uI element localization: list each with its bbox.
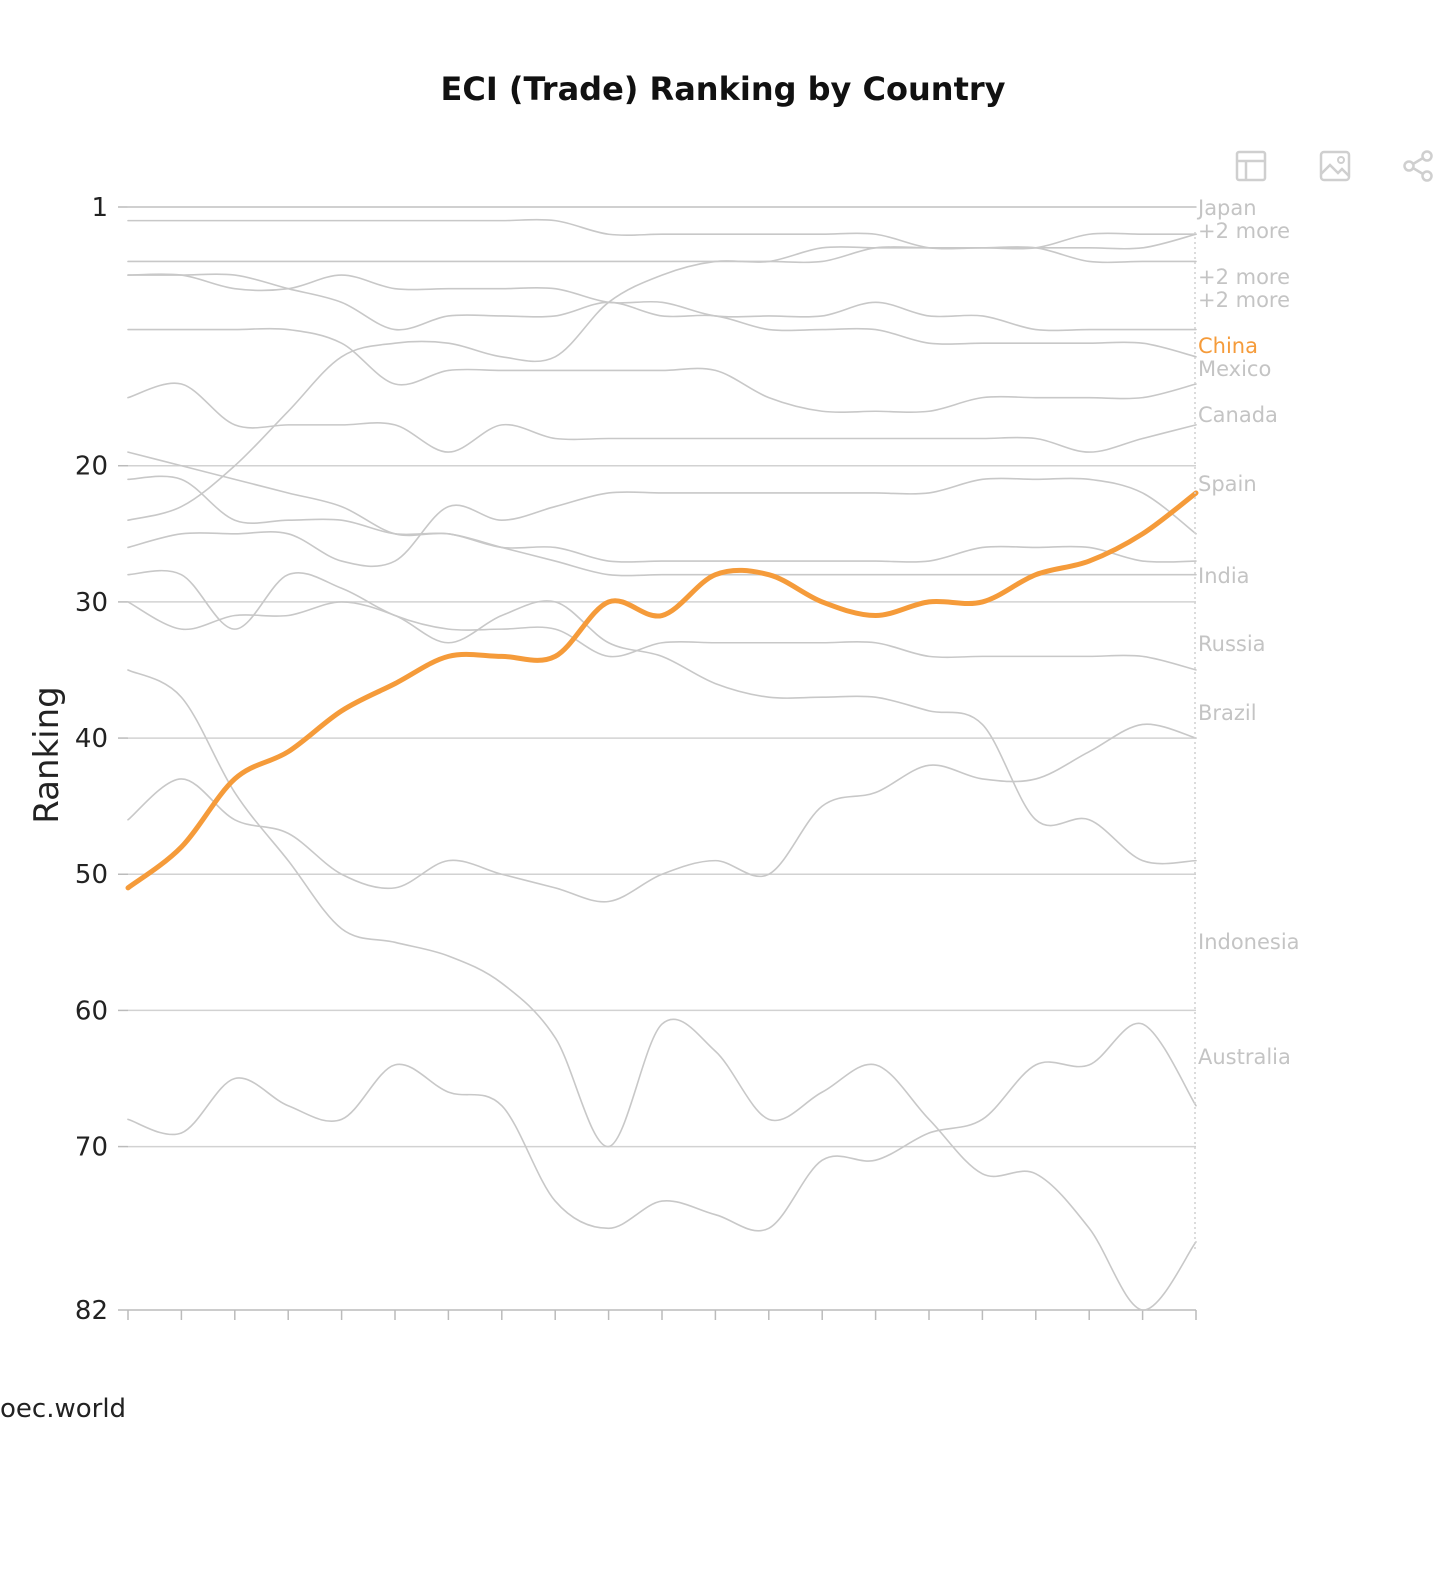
series-line <box>127 218 1197 264</box>
source-label: oec.world <box>0 1394 127 1424</box>
share-icon-glyph <box>1403 150 1433 182</box>
series-line <box>127 382 1197 453</box>
series-line <box>127 723 1197 903</box>
end-label: Brazil <box>1198 701 1257 725</box>
end-label: Canada <box>1198 403 1278 427</box>
end-label: +2 more <box>1198 265 1290 289</box>
image-icon[interactable] <box>1317 148 1353 184</box>
series-line <box>127 233 1197 264</box>
series-line <box>127 273 1197 358</box>
series-line <box>127 569 1197 671</box>
image-icon-glyph <box>1319 150 1351 182</box>
y-tick-label: 60 <box>75 996 108 1026</box>
end-label: +2 more <box>1198 288 1290 312</box>
share-icon[interactable] <box>1401 148 1437 184</box>
series-line <box>127 451 1197 563</box>
end-label: Japan <box>1196 196 1257 220</box>
series-line <box>127 232 1197 521</box>
y-tick-label: 82 <box>75 1296 108 1326</box>
series-line-china <box>125 490 1199 891</box>
end-label: Australia <box>1198 1045 1291 1069</box>
y-tick-label: 1 <box>91 193 108 223</box>
end-label: Mexico <box>1198 357 1271 381</box>
series-line <box>127 600 1197 865</box>
y-tick-label: 50 <box>75 860 108 890</box>
end-label: Indonesia <box>1198 930 1300 954</box>
series-line <box>127 669 1197 1311</box>
y-tick-label: 30 <box>75 588 108 618</box>
series-line <box>127 273 1197 332</box>
y-axis-label: Ranking <box>27 686 67 824</box>
y-tick-label: 40 <box>75 724 108 754</box>
chart-title: ECI (Trade) Ranking by Country <box>440 70 1006 108</box>
series-line <box>127 1022 1197 1232</box>
series-line <box>127 327 1197 414</box>
end-label: China <box>1198 334 1258 358</box>
series-line <box>127 477 1197 568</box>
table-icon-glyph <box>1235 150 1267 182</box>
end-label: India <box>1198 564 1250 588</box>
end-label: Spain <box>1198 472 1257 496</box>
end-label: +2 more <box>1198 219 1290 243</box>
y-tick-label: 70 <box>75 1133 108 1163</box>
y-tick-label: 20 <box>75 452 108 482</box>
series-line <box>127 475 1197 577</box>
end-label: Russia <box>1198 632 1266 656</box>
table-icon[interactable] <box>1233 148 1269 184</box>
